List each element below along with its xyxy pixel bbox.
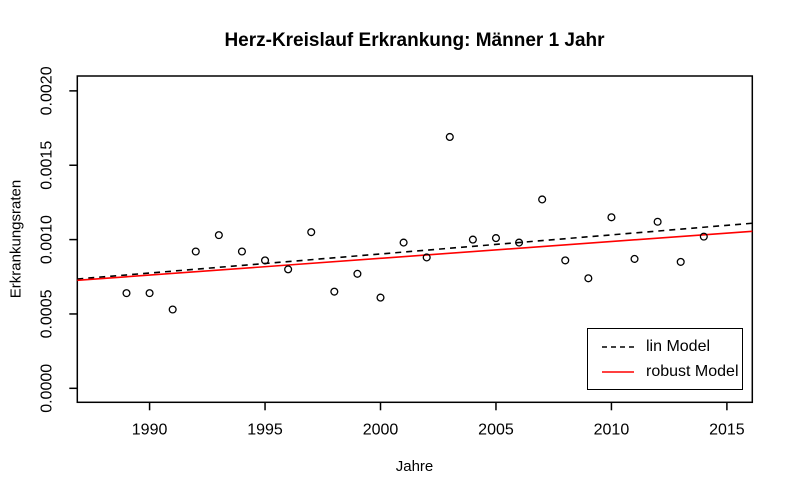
legend-label-lin-model: lin Model: [646, 337, 711, 355]
data-point: [468, 235, 477, 244]
data-point: [284, 265, 293, 274]
data-point: [168, 305, 177, 314]
lin-model-line-sample: [602, 345, 634, 348]
data-point: [584, 274, 593, 283]
y-tick-label: 0.0005: [38, 289, 55, 338]
data-point: [699, 232, 708, 241]
x-axis-label: Jahre: [395, 458, 434, 475]
x-tick-label: 1995: [247, 421, 283, 438]
x-tick-label: 2000: [363, 421, 399, 438]
data-point: [214, 231, 223, 240]
chart-title: Herz-Kreislauf Erkrankung: Männer 1 Jahr: [224, 30, 605, 51]
data-point: [561, 256, 570, 265]
data-point: [676, 257, 685, 266]
x-tick-label: 2015: [709, 421, 745, 438]
y-tick-label: 0.0020: [38, 66, 55, 115]
data-point: [237, 247, 247, 256]
data-point: [491, 234, 501, 243]
data-point: [607, 213, 616, 222]
y-tick-label: 0.0000: [38, 364, 55, 413]
data-point: [538, 195, 547, 204]
data-point: [145, 289, 154, 298]
y-tick-label: 0.0010: [38, 215, 55, 264]
legend-item-lin-model: lin Model: [601, 338, 742, 356]
robust-model-line: [77, 230, 753, 282]
data-point: [330, 287, 339, 296]
data-point: [122, 289, 131, 298]
legend: lin Model robust Model: [587, 328, 743, 390]
data-point: [353, 269, 362, 278]
legend-label-robust-model: robust Model: [646, 362, 739, 380]
x-tick-label: 2010: [594, 421, 630, 438]
data-point: [445, 132, 454, 142]
legend-item-robust-model: robust Model: [601, 363, 742, 381]
data-point: [515, 238, 524, 247]
data-point: [376, 293, 385, 302]
robust-model-line-sample: [602, 370, 634, 373]
data-point: [422, 253, 431, 262]
data-point: [260, 256, 270, 265]
data-point: [191, 247, 200, 256]
lin-model-line: [77, 222, 753, 280]
data-point: [307, 228, 316, 237]
x-tick-label: 2005: [478, 421, 514, 438]
data-point: [653, 217, 662, 226]
data-point: [399, 238, 408, 247]
x-tick-label: 1990: [132, 421, 168, 438]
data-point: [630, 254, 639, 263]
y-tick-label: 0.0015: [38, 141, 55, 190]
